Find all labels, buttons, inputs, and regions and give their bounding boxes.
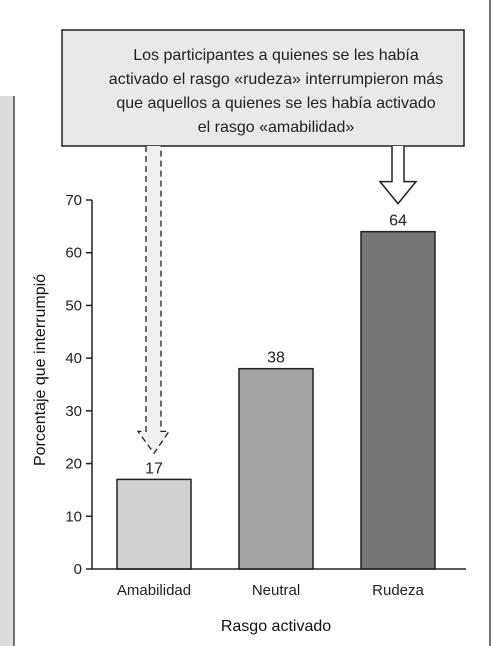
y-axis: 0 10 20 30 40 50 60 70: [65, 192, 466, 578]
bars-layer: [116, 230, 436, 570]
y-tick-label: 10: [65, 508, 82, 525]
x-category-label: Neutral: [252, 582, 300, 599]
callout-text-line: el rasgo «amabilidad»: [198, 119, 355, 136]
bar-amabilidad: [116, 478, 192, 570]
y-tick-label: 20: [65, 456, 82, 473]
callout-text-line: activado el rasgo «rudeza» interrumpiero…: [109, 71, 443, 88]
y-tick-label: 70: [65, 192, 82, 209]
arrow-to-rudeza: [378, 146, 418, 205]
bar-data-labels: 17 38 64: [145, 213, 407, 478]
y-tick-label: 50: [65, 297, 82, 314]
y-tick-label: 0: [74, 561, 82, 578]
bar-value-label: 17: [145, 460, 163, 477]
callout-text-line: Los participantes a quienes se les había: [133, 47, 419, 64]
x-category-label: Rudeza: [372, 582, 424, 599]
x-axis-categories: Amabilidad Neutral Rudeza: [117, 582, 425, 599]
y-tick-label: 40: [65, 350, 82, 367]
left-gray-strip: [0, 96, 14, 646]
y-axis-title: Porcentaje que interrumpió: [32, 274, 49, 466]
y-tick-label: 60: [65, 245, 82, 262]
callout-text-line: que aquellos a quienes se les había acti…: [116, 95, 435, 112]
bar-value-label: 64: [389, 213, 407, 230]
arrow-to-amabilidad: [136, 146, 171, 455]
callout: Los participantes a quienes se les había…: [61, 29, 465, 455]
y-tick-label: 30: [65, 403, 82, 420]
bar-value-label: 38: [267, 350, 285, 367]
callout-box: [61, 29, 465, 147]
bar-rudeza: [360, 230, 436, 570]
bar-neutral: [238, 367, 314, 570]
x-axis-title: Rasgo activado: [221, 618, 331, 635]
x-category-label: Amabilidad: [117, 582, 191, 599]
